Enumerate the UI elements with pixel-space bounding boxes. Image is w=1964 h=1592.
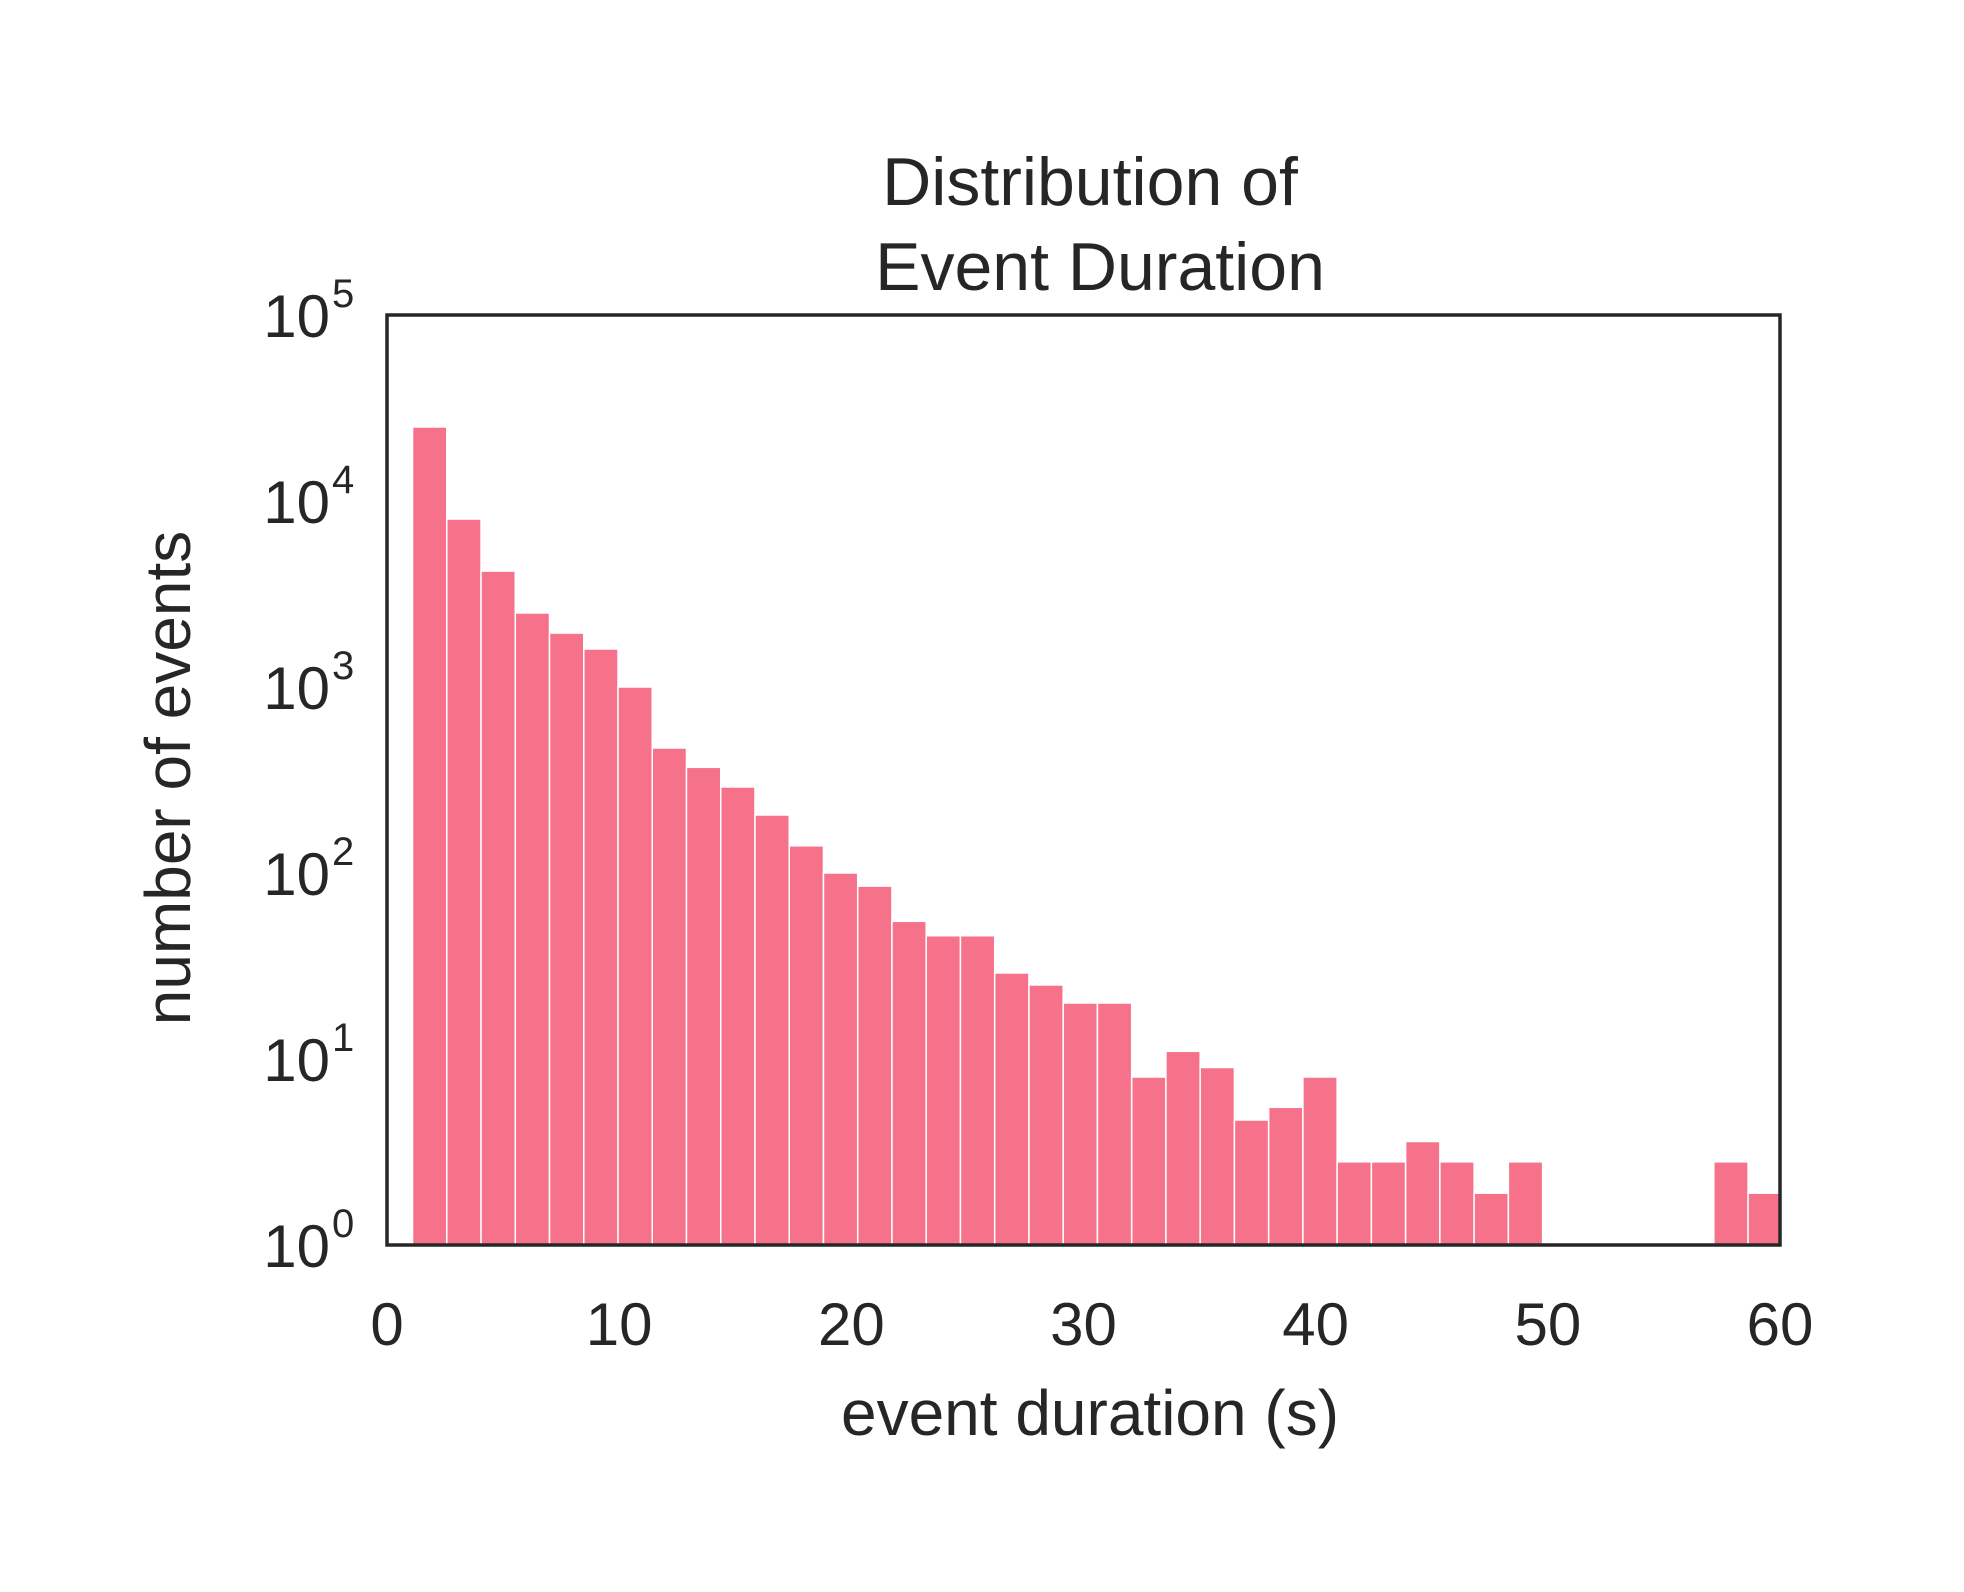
histogram-bar (925, 934, 962, 1246)
histogram-bar (1404, 1140, 1441, 1246)
histogram-bar (856, 885, 893, 1246)
x-axis-label: event duration (s) (841, 1377, 1339, 1449)
histogram-bar (548, 632, 585, 1246)
histogram-bar (514, 612, 551, 1246)
plot-frame (385, 313, 1782, 1247)
histogram-bar (1233, 1119, 1270, 1246)
bars-group (411, 426, 1781, 1246)
x-tick-label: 20 (818, 1291, 885, 1358)
histogram-bar (685, 766, 722, 1246)
histogram-bar (719, 786, 756, 1246)
y-tick-exponent: 2 (332, 830, 354, 874)
chart-title-line-1: Distribution of (882, 144, 1298, 220)
histogram-bar (651, 747, 688, 1246)
histogram-bar (1096, 1002, 1133, 1246)
histogram-bar (1165, 1050, 1201, 1246)
histogram-bar (993, 972, 1030, 1246)
histogram-bar (1439, 1161, 1475, 1246)
y-axis-label: number of events (132, 531, 204, 1026)
histogram-bar (1302, 1076, 1338, 1246)
histogram-bar (583, 648, 619, 1246)
y-tick-exponent: 3 (332, 644, 354, 688)
chart-title-line-2: Event Duration (875, 229, 1325, 305)
histogram-bar (822, 872, 859, 1246)
histogram-bar (480, 570, 517, 1246)
histogram-bar (959, 934, 996, 1246)
histogram-bar (1336, 1161, 1373, 1246)
y-tick-label: 10 (263, 655, 330, 722)
histogram-bar (1267, 1106, 1304, 1246)
y-tick-label: 10 (263, 469, 330, 536)
histogram-bar (1713, 1161, 1749, 1246)
y-tick-exponent: 4 (332, 458, 354, 502)
histogram-bar (891, 920, 927, 1246)
x-tick-label: 0 (370, 1291, 403, 1358)
x-tick-label: 60 (1747, 1291, 1814, 1358)
x-tick-label: 10 (586, 1291, 653, 1358)
y-tick-label: 10 (263, 1213, 330, 1280)
histogram-bar (788, 845, 825, 1246)
x-tick-label: 30 (1050, 1291, 1117, 1358)
histogram-bar (1028, 984, 1064, 1246)
histogram-bar (446, 518, 482, 1246)
histogram-bar (1062, 1002, 1099, 1246)
histogram-bar (1370, 1161, 1407, 1246)
y-tick-label: 10 (263, 283, 330, 350)
y-tick-exponent: 1 (332, 1016, 354, 1060)
histogram-bar (754, 814, 790, 1246)
x-tick-labels: 0 10 20 30 40 50 60 (370, 1291, 1813, 1358)
histogram-bar (1199, 1066, 1236, 1246)
y-tick-exponent: 5 (332, 272, 354, 316)
y-tick-label: 10 (263, 1027, 330, 1094)
y-tick-exponent: 0 (332, 1202, 354, 1246)
histogram-bar (617, 686, 654, 1246)
histogram-bar (1130, 1076, 1167, 1246)
histogram-bar (1473, 1192, 1510, 1246)
y-tick-label: 10 (263, 841, 330, 908)
histogram-bar (1507, 1161, 1544, 1246)
x-tick-label: 50 (1514, 1291, 1581, 1358)
x-tick-label: 40 (1282, 1291, 1349, 1358)
histogram-bar (411, 426, 448, 1246)
histogram-bar (1747, 1192, 1781, 1246)
